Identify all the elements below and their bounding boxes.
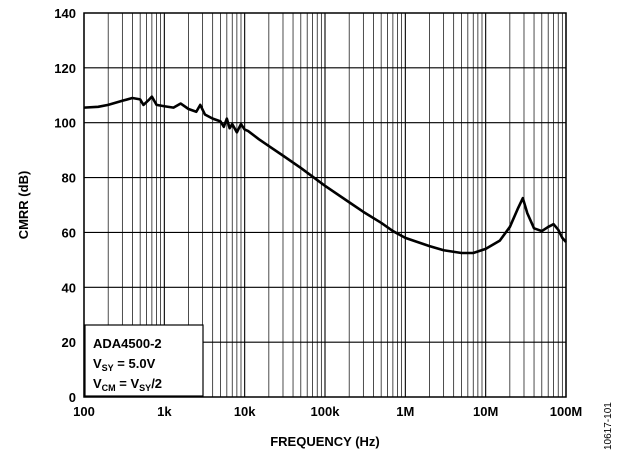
minor-gridlines (107, 13, 563, 397)
x-tick-label: 10k (234, 404, 256, 419)
figure-id: 10617-101 (603, 402, 614, 450)
y-tick-label: 80 (62, 171, 76, 186)
plot-frame (83, 12, 567, 398)
y-tick-label: 40 (62, 280, 76, 295)
annotation-part-name: ADA4500-2 (93, 336, 162, 351)
x-tick-label: 10M (473, 404, 498, 419)
x-axis-label: FREQUENCY (Hz) (270, 434, 380, 449)
annotation-box: ADA4500-2 VSY = 5.0V VCM = VSY/2 (84, 324, 204, 397)
y-tick-labels: 0 20 40 60 80 100 120 140 (54, 6, 76, 405)
x-tick-label: 100k (311, 404, 341, 419)
x-tick-labels: 100 1k 10k 100k 1M 10M 100M (73, 404, 582, 419)
annotation-common-mode: VCM = VSY/2 (93, 376, 162, 393)
cmrr-series-line (83, 95, 567, 255)
y-tick-label: 100 (54, 116, 76, 131)
x-tick-label: 1M (396, 404, 414, 419)
y-tick-label: 120 (54, 61, 76, 76)
y-tick-label: 20 (62, 335, 76, 350)
x-tick-label: 100M (550, 404, 583, 419)
annotation-supply: VSY = 5.0V (93, 356, 156, 373)
y-tick-label: 60 (62, 225, 76, 240)
y-axis-label: CMRR (dB) (16, 171, 31, 240)
x-tick-label: 100 (73, 404, 95, 419)
x-tick-label: 1k (157, 404, 172, 419)
y-tick-label: 140 (54, 6, 76, 21)
y-tick-label: 0 (69, 390, 76, 405)
